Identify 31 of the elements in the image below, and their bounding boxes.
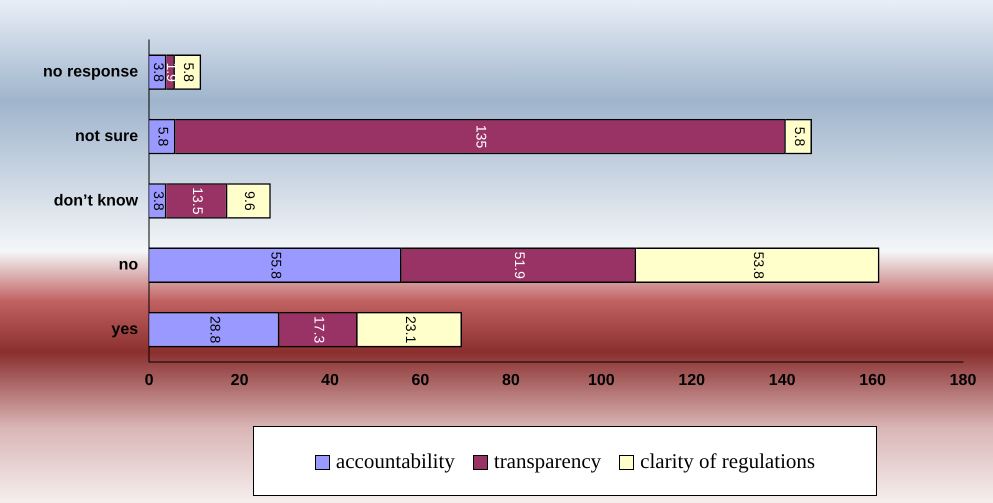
data-label: 9.6 xyxy=(242,191,258,211)
x-tick-label: 0 xyxy=(144,372,154,389)
data-label: 5.8 xyxy=(181,62,198,82)
x-tick-label: 100 xyxy=(588,372,615,389)
data-label: 53.8 xyxy=(750,252,767,280)
legend-label: clarity of regulations xyxy=(639,448,816,474)
data-label: 13.5 xyxy=(190,187,206,215)
y-tick-label: not sure xyxy=(75,128,138,145)
x-tick-label: 80 xyxy=(502,372,520,389)
y-tick-label: don’t know xyxy=(54,192,139,210)
data-label: 5.8 xyxy=(155,126,172,146)
text: transparency xyxy=(492,448,602,474)
data-label: 55.8 xyxy=(268,252,284,280)
data-label: 3.8 xyxy=(150,191,167,211)
x-tick-label: 20 xyxy=(230,372,249,389)
legend-label: accountability xyxy=(334,448,455,474)
x-tick-label: 160 xyxy=(859,372,886,389)
data-label: 135 xyxy=(474,124,490,148)
data-label: 51.9 xyxy=(512,252,528,280)
data-label: 23.1 xyxy=(402,316,419,344)
y-tick-label: yes xyxy=(111,321,138,338)
x-tick-label: 120 xyxy=(678,372,706,389)
x-tick-label: 40 xyxy=(321,372,339,389)
y-tick-label: no response xyxy=(42,64,138,81)
data-label: 5.8 xyxy=(792,126,808,146)
data-label: 17.3 xyxy=(312,316,328,344)
y-tick-label: no xyxy=(118,256,138,274)
x-tick-label: 60 xyxy=(412,372,430,389)
x-tick-label: 180 xyxy=(950,372,976,389)
x-tick-label: 140 xyxy=(768,372,796,389)
data-label: 28.8 xyxy=(207,316,224,344)
